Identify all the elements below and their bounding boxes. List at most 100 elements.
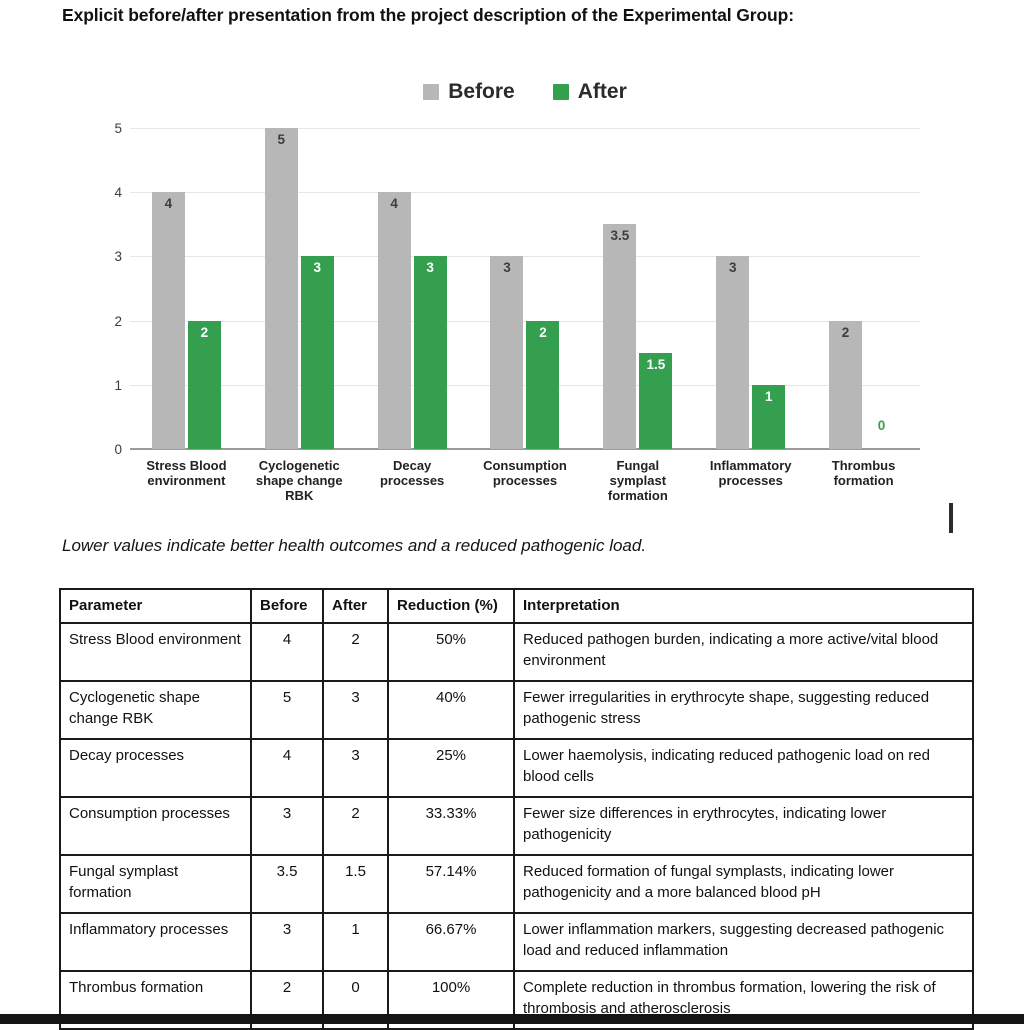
cell-after: 1.5 bbox=[322, 854, 389, 914]
after-legend-swatch-icon bbox=[552, 84, 569, 100]
y-axis-tick-label: 1 bbox=[114, 377, 122, 393]
category-label: Decay processes bbox=[379, 458, 445, 488]
col-header-parameter: Parameter bbox=[59, 588, 252, 624]
bar-value-label: 1 bbox=[764, 389, 773, 404]
page-title: Explicit before/after presentation from … bbox=[62, 5, 794, 25]
after-bar: 1 bbox=[752, 385, 786, 449]
legend-item-after: After bbox=[552, 80, 627, 104]
cell-parameter: Fungal symplast formation bbox=[59, 854, 252, 914]
table-row: Fungal symplast formation 3.5 1.5 57.14%… bbox=[59, 854, 974, 914]
bar-value-label: 3 bbox=[313, 260, 322, 275]
y-axis-tick-label: 0 bbox=[114, 442, 122, 457]
cell-before: 3 bbox=[250, 912, 324, 972]
category-label: Thrombus formation bbox=[831, 458, 896, 488]
category-label: Stress Blood environment bbox=[146, 458, 227, 488]
bar-group-5: 3.5 1.5 bbox=[581, 128, 694, 449]
bar-value-label: 3 bbox=[426, 260, 434, 275]
y-axis-tick-label: 2 bbox=[114, 313, 122, 329]
cell-after: 2 bbox=[322, 622, 389, 682]
cell-after: 3 bbox=[322, 680, 389, 740]
category-label: Cyclogenetic shape change RBK bbox=[255, 458, 343, 503]
category-label: Consumption processes bbox=[483, 458, 567, 488]
cell-before: 3.5 bbox=[250, 854, 324, 914]
bar-value-label: 3 bbox=[728, 260, 737, 275]
cell-interpretation: Reduced formation of fungal symplasts, i… bbox=[513, 854, 974, 914]
category-label: Inflammatory processes bbox=[709, 458, 792, 488]
gridline bbox=[130, 320, 920, 322]
bar-value-label: 2 bbox=[200, 325, 209, 340]
cell-parameter: Inflammatory processes bbox=[59, 912, 252, 972]
cell-reduction: 25% bbox=[387, 738, 515, 798]
cell-interpretation: Fewer irregularities in erythrocyte shap… bbox=[513, 680, 974, 740]
gridline bbox=[130, 384, 920, 386]
table-header-row: Parameter Before After Reduction (%) Int… bbox=[59, 588, 974, 624]
before-bar: 4 bbox=[151, 192, 185, 449]
cell-parameter: Decay processes bbox=[59, 738, 252, 798]
before-bar: 3 bbox=[716, 256, 750, 449]
cell-reduction: 57.14% bbox=[387, 854, 515, 914]
legend-item-before: Before bbox=[423, 80, 515, 104]
bar-value-label: 4 bbox=[164, 196, 173, 211]
table-row: Cyclogenetic shape change RBK 5 3 40% Fe… bbox=[59, 680, 974, 740]
cell-interpretation: Lower haemolysis, indicating reduced pat… bbox=[513, 738, 974, 798]
after-bar: 3 bbox=[300, 256, 334, 449]
cell-before: 3 bbox=[250, 796, 324, 856]
legend-label-after: After bbox=[577, 80, 627, 103]
y-axis-tick-label: 5 bbox=[114, 121, 122, 136]
cell-parameter: Stress Blood environment bbox=[59, 622, 252, 682]
table-row: Consumption processes 3 2 33.33% Fewer s… bbox=[59, 796, 974, 856]
chart-legend: Before After bbox=[130, 80, 920, 104]
after-bar: 2 bbox=[526, 321, 560, 449]
before-bar: 3 bbox=[490, 256, 524, 449]
cell-before: 5 bbox=[250, 680, 324, 740]
before-bar: 2 bbox=[829, 321, 863, 449]
col-header-after: After bbox=[322, 588, 389, 624]
bar-value-label: 4 bbox=[390, 196, 398, 211]
x-axis-line bbox=[130, 448, 920, 450]
cell-parameter: Consumption processes bbox=[59, 796, 252, 856]
bar-value-label: 3.5 bbox=[610, 228, 630, 243]
before-legend-swatch-icon bbox=[423, 84, 440, 100]
after-bar: 2 bbox=[187, 321, 221, 449]
gridline bbox=[130, 256, 920, 258]
cell-before: 4 bbox=[250, 738, 324, 798]
after-bar: 1.5 bbox=[639, 353, 673, 449]
category-label: Fungal symplast formation bbox=[607, 458, 668, 503]
cell-after: 1 bbox=[322, 912, 389, 972]
cell-before: 4 bbox=[250, 622, 324, 682]
cell-interpretation: Lower inflammation markers, suggesting d… bbox=[513, 912, 974, 972]
before-bar: 5 bbox=[264, 128, 298, 449]
bar-value-label: 0 bbox=[877, 418, 886, 433]
table-row: Decay processes 4 3 25% Lower haemolysis… bbox=[59, 738, 974, 798]
bar-value-label: 2 bbox=[841, 325, 850, 340]
bar-value-label: 3 bbox=[503, 260, 511, 275]
chart-caption-note: Lower values indicate better health outc… bbox=[62, 536, 647, 555]
results-table: Parameter Before After Reduction (%) Int… bbox=[59, 588, 974, 1030]
cell-after: 3 bbox=[322, 738, 389, 798]
col-header-interpretation: Interpretation bbox=[513, 588, 974, 624]
bar-value-label: 2 bbox=[539, 325, 547, 340]
col-header-before: Before bbox=[250, 588, 324, 624]
before-bar: 4 bbox=[377, 192, 411, 449]
col-header-reduction: Reduction (%) bbox=[387, 588, 515, 624]
cell-parameter: Cyclogenetic shape change RBK bbox=[59, 680, 252, 740]
cell-interpretation: Fewer size differences in erythrocytes, … bbox=[513, 796, 974, 856]
bar-value-label: 5 bbox=[277, 132, 286, 147]
cell-reduction: 33.33% bbox=[387, 796, 515, 856]
gridline bbox=[130, 192, 920, 194]
text-cursor bbox=[949, 503, 953, 533]
gridline bbox=[130, 128, 920, 129]
chart-plot-area: 4 2 5 3 4 3 3 2 3.5 1.5 3 1 2 0 bbox=[130, 128, 920, 450]
cell-interpretation: Reduced pathogen burden, indicating a mo… bbox=[513, 622, 974, 682]
cell-reduction: 50% bbox=[387, 622, 515, 682]
y-axis-tick-label: 4 bbox=[114, 185, 122, 201]
video-letterbox-bar bbox=[0, 1014, 1024, 1024]
cell-after: 2 bbox=[322, 796, 389, 856]
legend-label-before: Before bbox=[448, 80, 515, 103]
cell-reduction: 40% bbox=[387, 680, 515, 740]
bar-value-label: 1.5 bbox=[646, 357, 666, 372]
